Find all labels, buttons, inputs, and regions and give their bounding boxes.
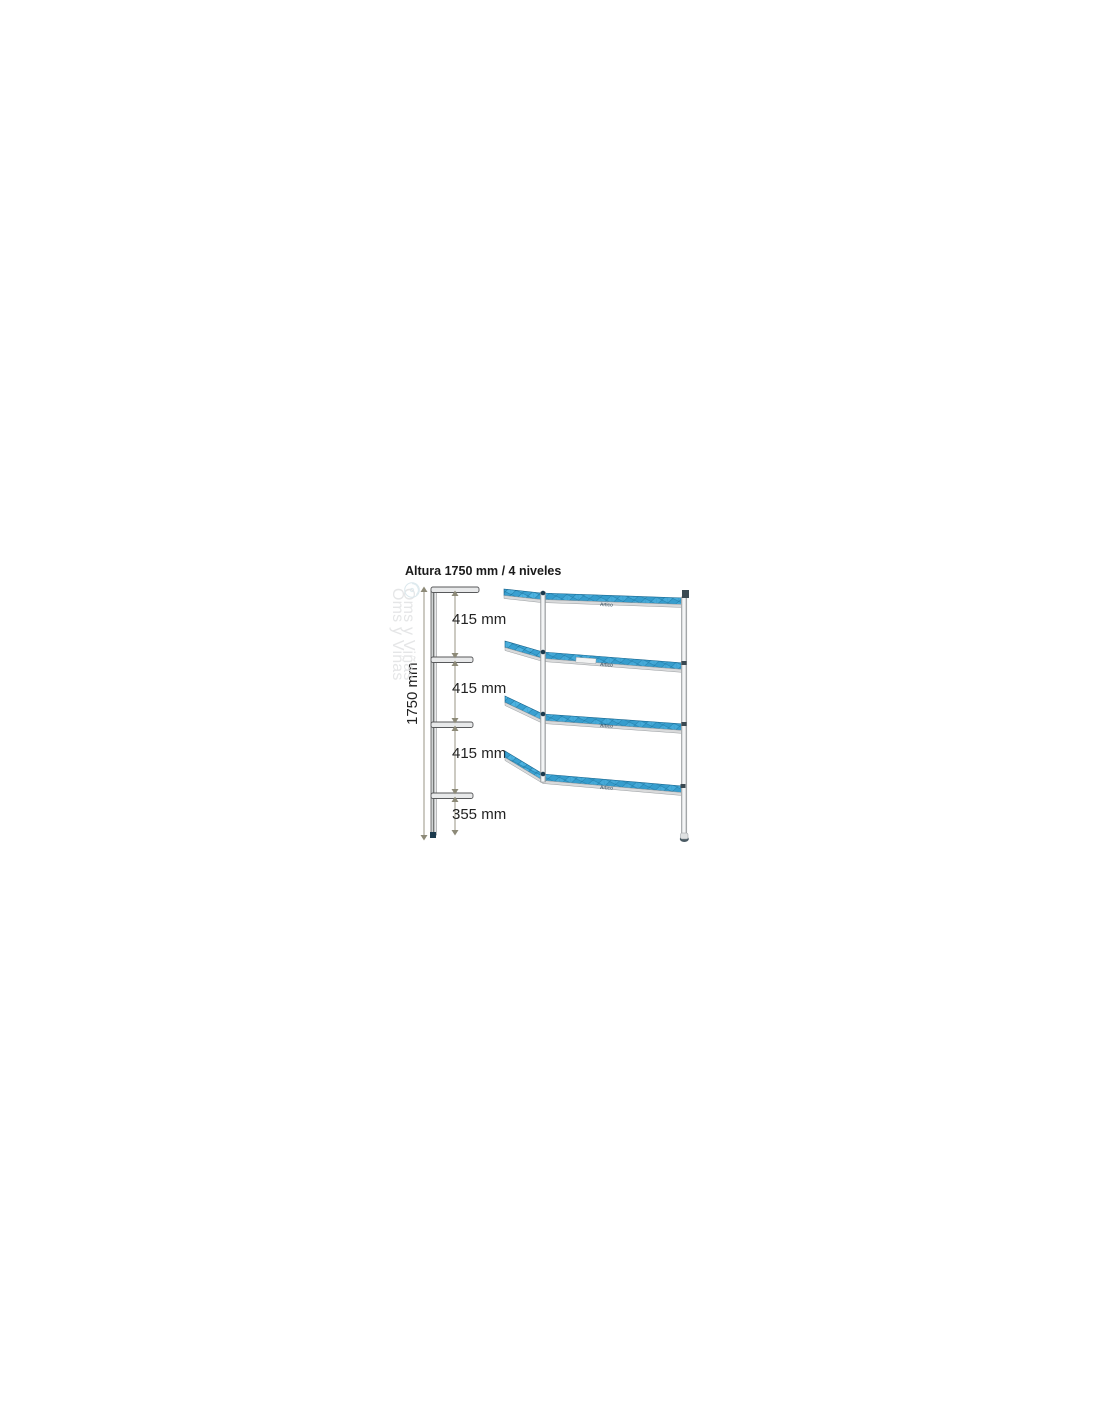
svg-text:Artico: Artico xyxy=(600,785,613,792)
svg-text:Artico: Artico xyxy=(600,723,613,730)
svg-text:Artico: Artico xyxy=(600,662,613,669)
svg-text:Artico: Artico xyxy=(600,602,613,608)
